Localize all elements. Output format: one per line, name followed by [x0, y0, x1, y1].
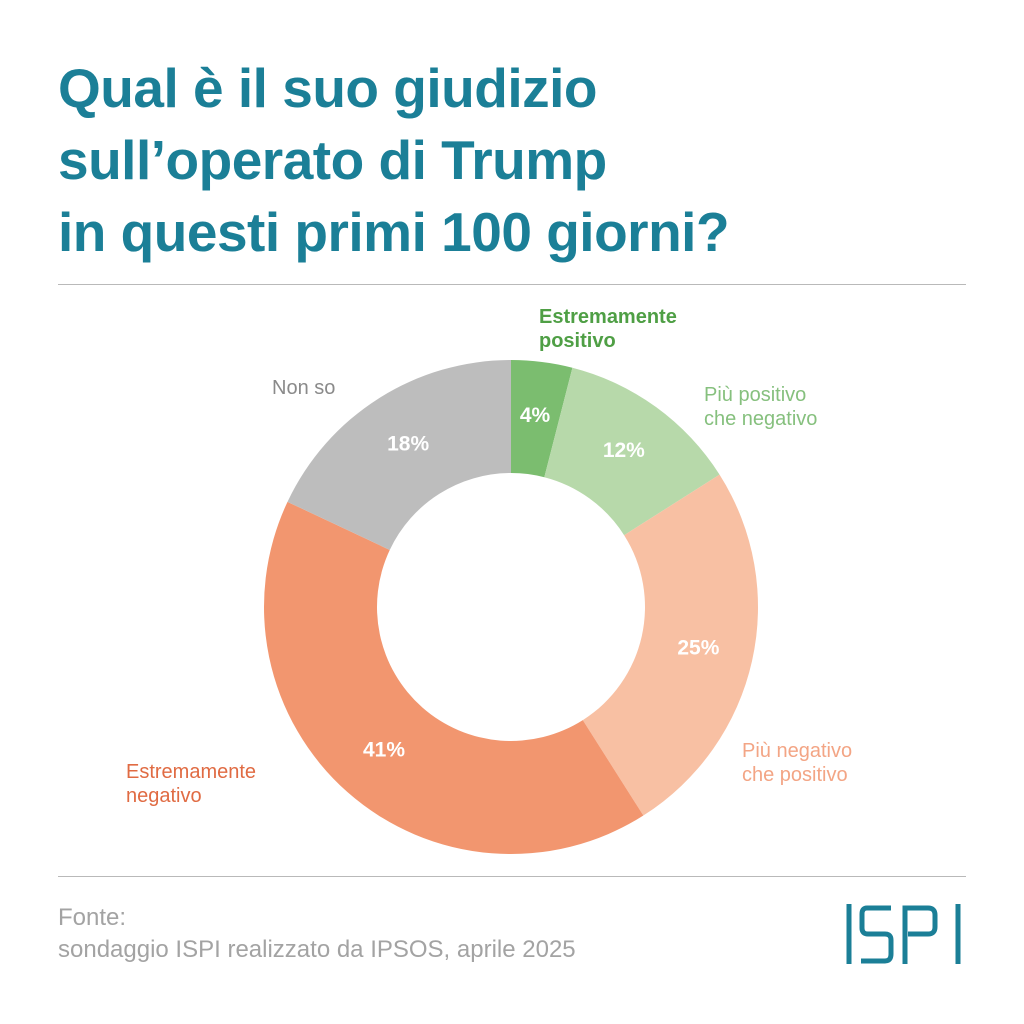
- source-line-1: Fonte:: [58, 904, 127, 931]
- slice-value-estremamente-positivo: 4%: [520, 404, 551, 427]
- slice-label-piu-positivo-line-2: che negativo: [704, 408, 818, 430]
- slice-piu-positivo: [544, 367, 720, 536]
- slice-label-estremamente-negativo: Estremamente negativo: [126, 760, 256, 808]
- slice-label-piu-negativo-line-1: Più negativo: [742, 740, 853, 762]
- slice-label-piu-negativo: Più negativo che positivo: [742, 739, 852, 787]
- slice-piu-negativo: [582, 474, 758, 816]
- slice-label-piu-positivo-line-1: Più positivo: [704, 384, 807, 406]
- bottom-divider: [58, 876, 966, 877]
- slice-label-non-so: Non so: [272, 377, 336, 399]
- source-note: Fonte: sondaggio ISPI realizzato da IPSO…: [58, 902, 576, 966]
- source-line-2: sondaggio ISPI realizzato da IPSOS, apri…: [58, 936, 576, 963]
- slice-label-estremamente-positivo: Estremamente positivo: [539, 305, 677, 353]
- slice-value-piu-negativo: 25%: [677, 636, 719, 659]
- donut-chart: 4% 12% 25% 41% 18%: [263, 360, 758, 855]
- slice-estremamente-positivo: [511, 360, 573, 478]
- slice-label-estremamente-negativo-line-1: Estremamente: [126, 761, 257, 783]
- slice-label-estremamente-positivo-line-1: Estremamente: [539, 306, 677, 328]
- slice-value-estremamente-negativo: 41%: [363, 739, 405, 762]
- title-line-3: in questi primi 100 giorni?: [58, 201, 730, 263]
- title-line-2: sull’operato di Trump: [58, 129, 607, 191]
- slice-estremamente-negativo: [263, 501, 644, 855]
- slice-value-piu-positivo: 12%: [603, 439, 645, 462]
- ispi-logo: [846, 904, 961, 964]
- slice-label-piu-negativo-line-2: che positivo: [742, 764, 848, 786]
- slice-label-estremamente-negativo-line-2: negativo: [126, 785, 202, 807]
- chart-title: Qual è il suo giudizio sull’operato di T…: [58, 52, 978, 268]
- slice-label-estremamente-positivo-line-2: positivo: [539, 330, 616, 352]
- slice-non-so: [287, 360, 511, 550]
- title-line-1: Qual è il suo giudizio: [58, 57, 598, 119]
- slice-value-non-so: 18%: [387, 432, 429, 455]
- slice-label-piu-positivo: Più positivo che negativo: [704, 383, 817, 431]
- top-divider: [58, 284, 966, 285]
